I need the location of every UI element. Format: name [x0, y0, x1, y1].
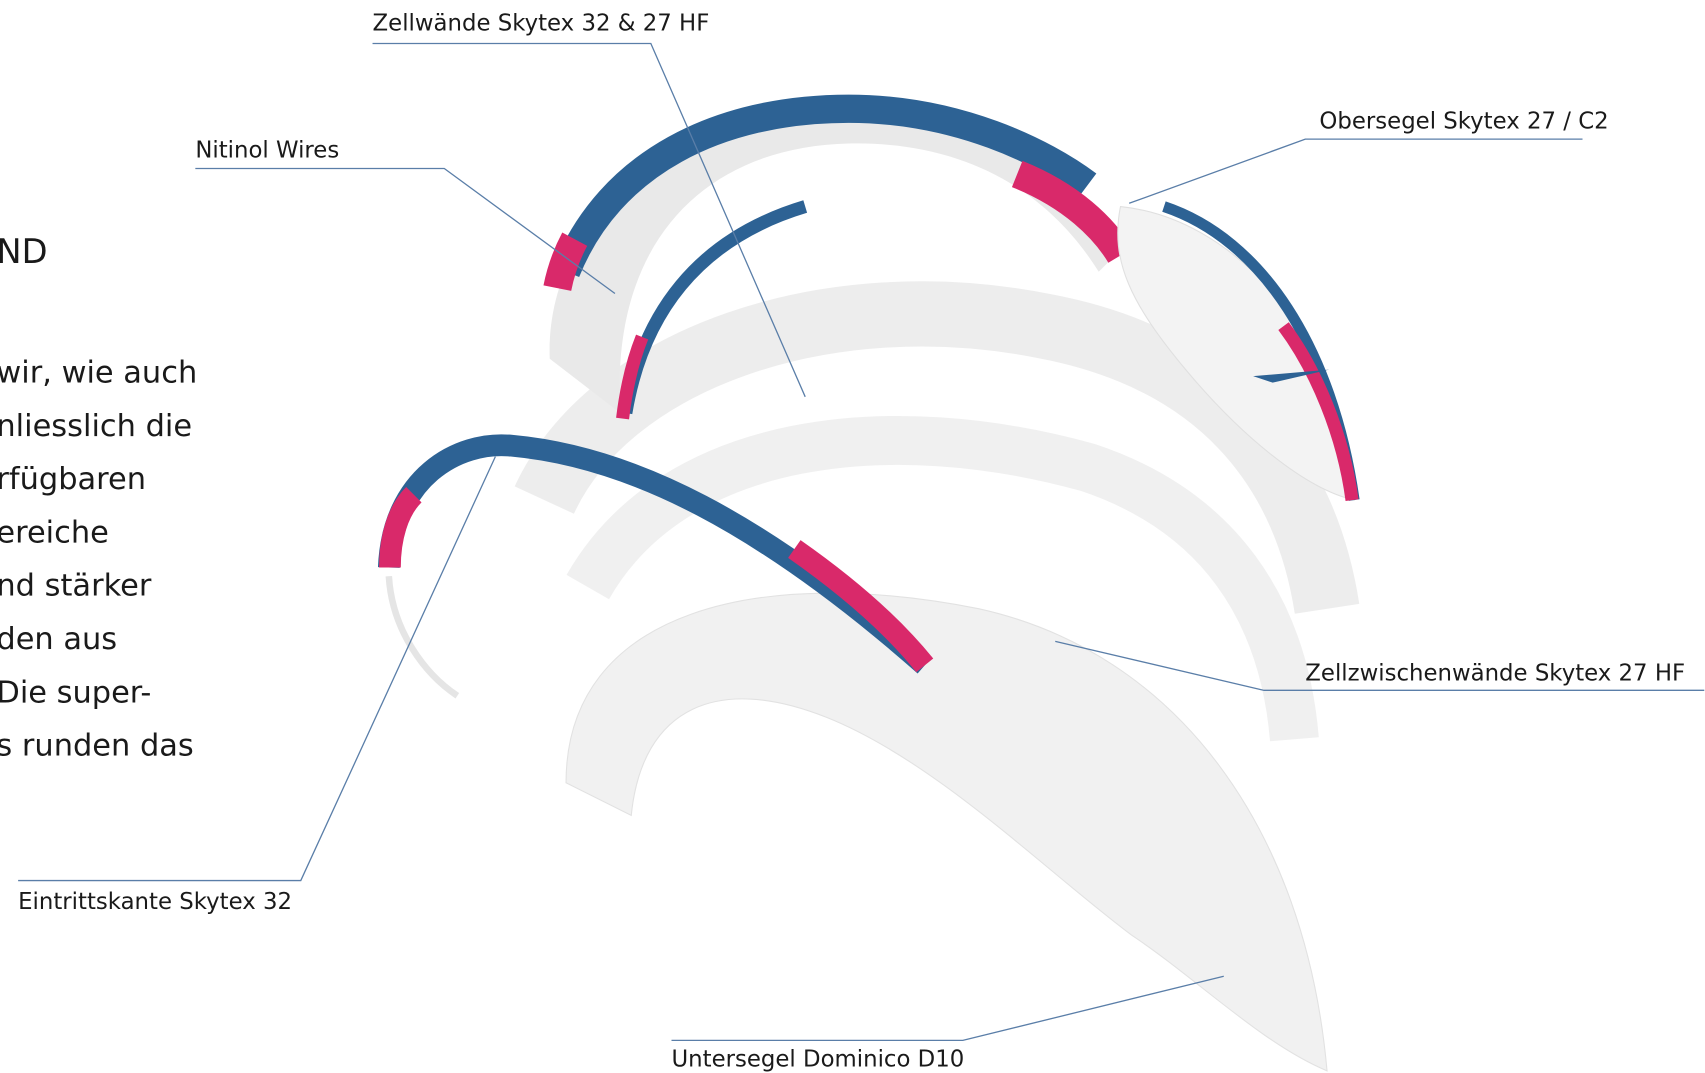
- label: Zellwände Skytex 32 & 27 HF: [373, 10, 710, 36]
- label: Untersegel Dominico D10: [671, 1046, 964, 1072]
- label: Eintrittskante Skytex 32: [18, 889, 292, 915]
- leader-line: [671, 976, 1223, 1040]
- leader-line: [1129, 139, 1582, 203]
- glider-illustration: [389, 109, 1354, 1071]
- paragraph-line: den aus: [0, 622, 117, 657]
- paragraph-line: nd stärker: [0, 569, 152, 604]
- paragraph-line: rfügbaren: [0, 462, 146, 497]
- heading: ND: [0, 232, 48, 271]
- paragraph-line: Die super-: [0, 675, 151, 710]
- paragraph: wir, wie auch nliesslich die rfügbaren erei…: [0, 356, 197, 764]
- paragraph-line: wir, wie auch: [0, 356, 197, 391]
- paragraph-line: s runden das: [0, 729, 194, 764]
- paragraph-line: nliesslich die: [0, 409, 192, 444]
- label: Nitinol Wires: [195, 138, 339, 164]
- paragraph-line: ereiche: [0, 515, 109, 550]
- label: Zellzwischenwände Skytex 27 HF: [1305, 661, 1685, 687]
- page: ND wir, wie auch nliesslich die rfügbaren e…: [0, 0, 1705, 1073]
- label: Obersegel Skytex 27 / C2: [1319, 108, 1608, 134]
